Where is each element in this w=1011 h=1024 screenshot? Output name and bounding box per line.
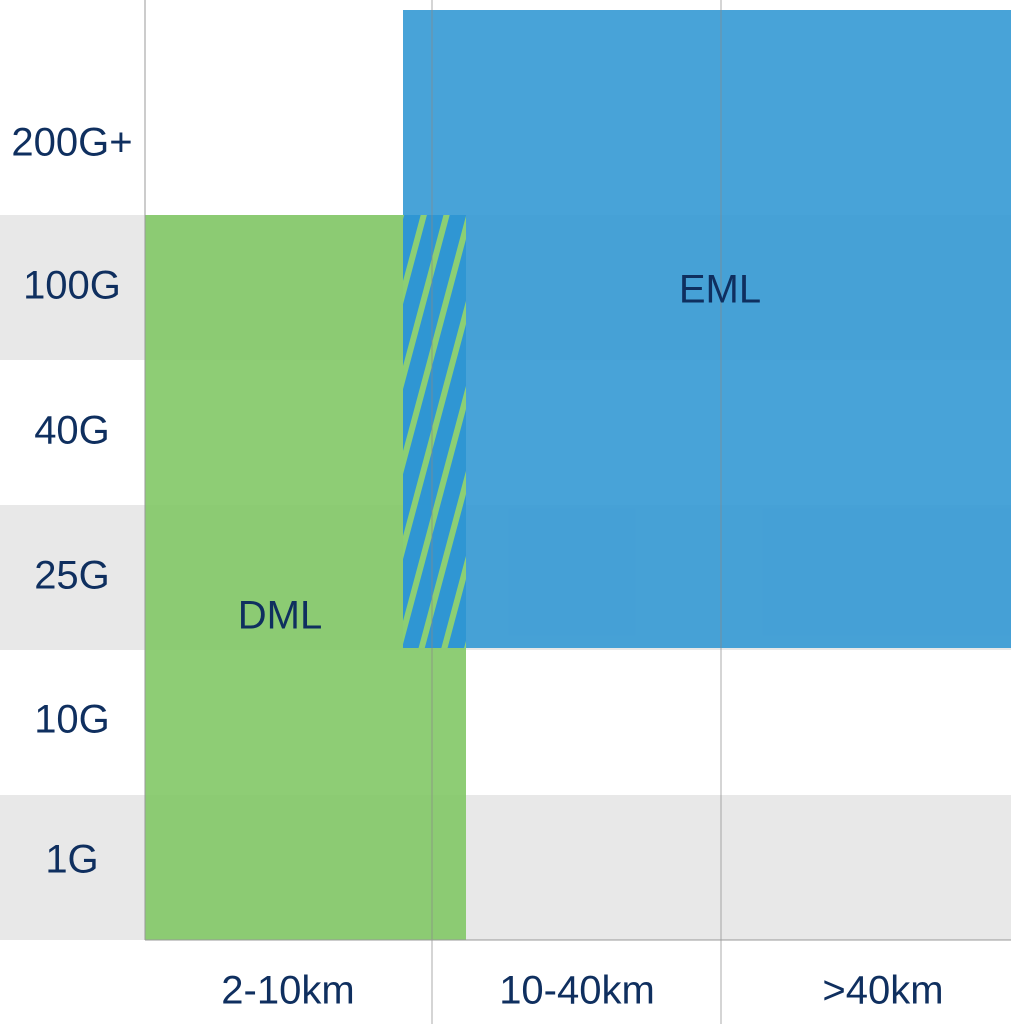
row-label: 1G: [45, 838, 98, 882]
row-label: 40G: [34, 409, 110, 453]
column-label: >40km: [822, 969, 943, 1013]
region-label: DML: [238, 594, 322, 638]
row-label: 10G: [34, 698, 110, 742]
region-label: EML: [679, 268, 761, 312]
column-label: 10-40km: [499, 969, 655, 1013]
row-label: 100G: [23, 264, 121, 308]
row-label: 200G+: [11, 121, 132, 165]
eml-region: [403, 10, 1011, 648]
row-label: 25G: [34, 554, 110, 598]
overlap-region: [403, 215, 466, 648]
column-label: 2-10km: [221, 969, 354, 1013]
